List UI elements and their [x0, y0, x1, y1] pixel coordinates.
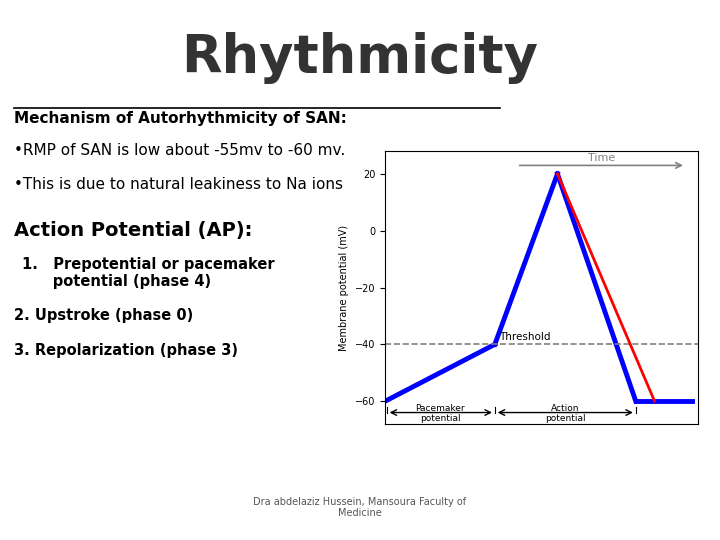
Y-axis label: Membrane potential (mV): Membrane potential (mV)	[339, 225, 349, 350]
Text: Action
potential: Action potential	[545, 404, 585, 423]
Text: •This is due to natural leakiness to Na ions: •This is due to natural leakiness to Na …	[14, 177, 343, 192]
Text: Action Potential (AP):: Action Potential (AP):	[14, 221, 253, 240]
Text: Pacemaker
potential: Pacemaker potential	[415, 404, 465, 423]
Text: Rhythmicity: Rhythmicity	[181, 32, 539, 84]
Text: 1.   Prepotential or pacemaker
      potential (phase 4): 1. Prepotential or pacemaker potential (…	[22, 256, 274, 289]
Text: •RMP of SAN is low about -55mv to -60 mv.: •RMP of SAN is low about -55mv to -60 mv…	[14, 143, 346, 158]
Text: Dra abdelaziz Hussein, Mansoura Faculty of
Medicine: Dra abdelaziz Hussein, Mansoura Faculty …	[253, 497, 467, 518]
Text: 3. Repolarization (phase 3): 3. Repolarization (phase 3)	[14, 343, 238, 358]
Text: Mechanism of Autorhythmicity of SAN:: Mechanism of Autorhythmicity of SAN:	[14, 111, 347, 126]
Text: 2. Upstroke (phase 0): 2. Upstroke (phase 0)	[14, 308, 194, 323]
Text: Threshold: Threshold	[500, 332, 551, 342]
Text: Time: Time	[588, 153, 615, 163]
